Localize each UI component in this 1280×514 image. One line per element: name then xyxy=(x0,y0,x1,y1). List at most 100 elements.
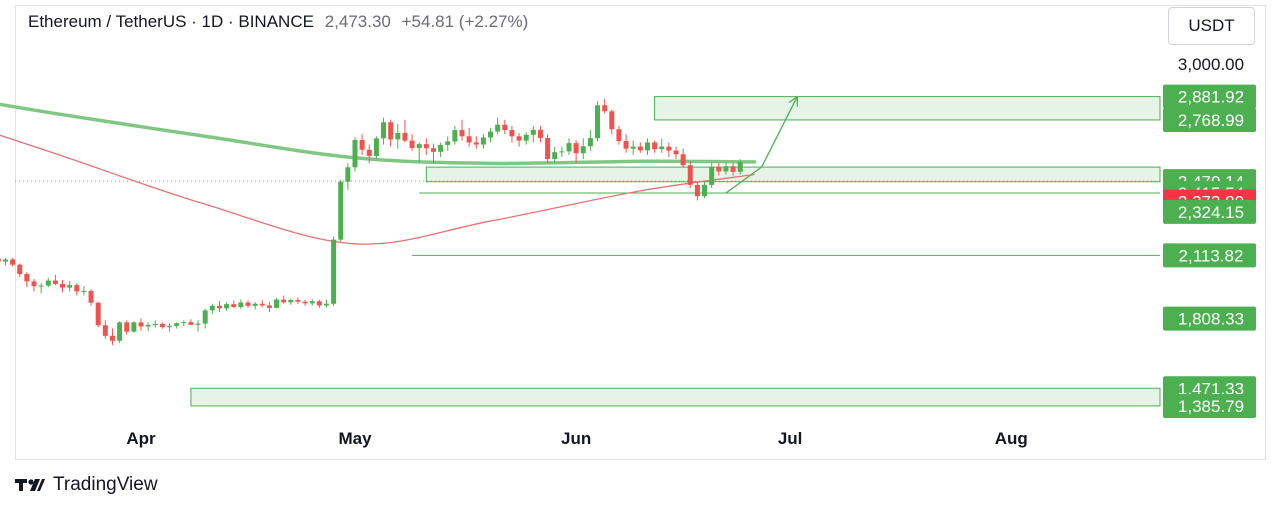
candle-body xyxy=(373,138,379,156)
price-label-bg-1 xyxy=(1163,107,1256,132)
candle-body xyxy=(38,285,44,287)
candle-105 xyxy=(666,142,672,157)
candle-body xyxy=(737,162,743,172)
candle-body xyxy=(10,259,16,265)
candle-35 xyxy=(167,323,173,332)
price-label-bg-7 xyxy=(1163,243,1256,268)
candle-80 xyxy=(488,128,494,143)
candle-24 xyxy=(88,289,94,306)
candle-body xyxy=(309,301,315,304)
candle-body xyxy=(702,184,708,197)
candle-17 xyxy=(38,283,44,294)
candle-96 xyxy=(602,99,608,114)
candle-65 xyxy=(381,117,387,145)
candle-body xyxy=(259,303,265,306)
candle-70 xyxy=(416,142,422,164)
candle-body xyxy=(559,151,565,153)
price-label-1: 2,768.99 xyxy=(1178,111,1244,130)
candle-101 xyxy=(637,142,643,153)
candle-body xyxy=(495,124,501,132)
candle-body xyxy=(709,167,715,185)
candle-body xyxy=(516,136,522,141)
candle-45 xyxy=(238,299,244,309)
candle-body xyxy=(152,324,158,326)
tradingview-logo[interactable]: TradingView xyxy=(15,474,158,496)
candle-body xyxy=(659,146,665,150)
candle-26 xyxy=(102,320,108,339)
candle-18 xyxy=(45,277,51,288)
candle-84 xyxy=(516,133,522,147)
candle-73 xyxy=(438,142,444,157)
candle-16 xyxy=(31,278,37,292)
y-axis: 3,000.002,881.922,768.992,473.3018:32:23… xyxy=(1163,55,1256,418)
chart-panel[interactable] xyxy=(15,5,1266,460)
candle-body xyxy=(95,302,101,326)
candle-108 xyxy=(687,161,693,188)
candle-body xyxy=(416,144,422,149)
candle-85 xyxy=(523,132,529,145)
candle-33 xyxy=(152,320,158,328)
support-lines-layer xyxy=(412,192,1160,256)
candle-body xyxy=(438,144,444,152)
candle-36 xyxy=(174,322,180,329)
candle-51 xyxy=(281,295,287,304)
currency-button[interactable]: USDT xyxy=(1168,7,1255,45)
candle-body xyxy=(202,310,208,324)
candle-body xyxy=(17,264,23,274)
candle-60 xyxy=(345,163,351,191)
candle-body xyxy=(352,140,358,168)
candle-58 xyxy=(331,236,337,306)
candle-44 xyxy=(231,300,237,308)
candle-68 xyxy=(402,119,408,143)
projection-path xyxy=(725,96,798,194)
candle-body xyxy=(545,137,551,160)
candle-88 xyxy=(545,134,551,164)
last-price: 2,473.30 xyxy=(324,12,391,31)
candle-12 xyxy=(2,257,8,266)
price-label-6: 2,324.15 xyxy=(1178,203,1244,222)
candle-body xyxy=(0,258,1,262)
candle-110 xyxy=(702,181,708,199)
candle-body xyxy=(409,140,415,149)
candle-body xyxy=(680,154,686,166)
candle-86 xyxy=(530,125,536,143)
candle-79 xyxy=(480,134,486,149)
candle-54 xyxy=(302,300,308,306)
candle-99 xyxy=(623,134,629,153)
candle-13 xyxy=(10,257,16,267)
candle-115 xyxy=(737,159,743,175)
candle-body xyxy=(331,239,337,304)
candle-62 xyxy=(359,134,365,155)
candle-107 xyxy=(680,148,686,168)
candle-21 xyxy=(67,281,73,292)
symbol-title[interactable]: Ethereum / TetherUS · 1D · BINANCE xyxy=(28,12,314,31)
projection-layer xyxy=(725,95,798,194)
candle-50 xyxy=(274,297,280,309)
candle-34 xyxy=(159,322,165,329)
candle-body xyxy=(174,323,180,326)
candle-body xyxy=(452,130,458,142)
ma-fast-line xyxy=(0,134,755,245)
candle-29 xyxy=(124,320,130,335)
candle-body xyxy=(159,324,165,328)
candle-body xyxy=(687,165,693,185)
candle-25 xyxy=(95,301,101,328)
candle-71 xyxy=(423,138,429,155)
candle-56 xyxy=(316,299,322,308)
zone-0 xyxy=(654,96,1161,121)
candle-body xyxy=(138,322,144,327)
candle-body xyxy=(388,122,394,140)
candle-30 xyxy=(131,321,137,333)
candle-body xyxy=(623,141,629,149)
candle-body xyxy=(274,299,280,308)
candle-42 xyxy=(216,300,222,313)
candle-69 xyxy=(409,134,415,151)
candle-body xyxy=(366,149,372,156)
candle-66 xyxy=(388,119,394,147)
candle-body xyxy=(81,290,87,292)
candle-11 xyxy=(0,258,1,262)
candle-body xyxy=(466,136,472,143)
candle-body xyxy=(231,304,237,308)
candle-body xyxy=(644,142,650,151)
